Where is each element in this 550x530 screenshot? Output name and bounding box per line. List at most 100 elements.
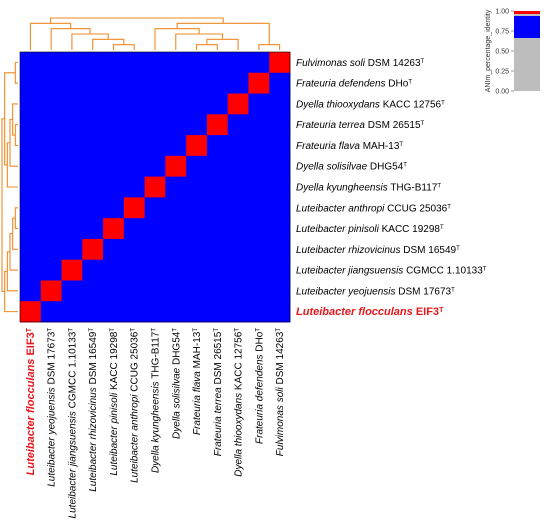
dendrogram-branch bbox=[4, 270, 18, 313]
heatmap-cell bbox=[206, 93, 229, 115]
dendrogram-branch bbox=[14, 61, 18, 84]
legend-title: ANIm_percentage_identity bbox=[485, 9, 492, 92]
heatmap-cell bbox=[123, 135, 146, 157]
heatmap-cell bbox=[103, 176, 125, 198]
heatmap-cell bbox=[269, 259, 291, 281]
heatmap-cell bbox=[103, 280, 125, 302]
legend-tick-label: 0.25 bbox=[495, 69, 509, 76]
heatmap-cell bbox=[227, 197, 249, 219]
column-label: Frateuria terrea DSM 26515T bbox=[213, 328, 224, 457]
heatmap-cell bbox=[123, 93, 146, 115]
heatmap-cell bbox=[20, 280, 42, 302]
heatmap-cell bbox=[123, 72, 146, 94]
heatmap-cell bbox=[269, 135, 291, 157]
row-label: Luteibacter pinisoli KACC 19298T bbox=[296, 224, 444, 235]
heatmap-cell bbox=[186, 197, 208, 219]
heatmap-cell bbox=[61, 197, 83, 219]
dendrogram-branch bbox=[71, 33, 109, 50]
left-dendrogram bbox=[1, 61, 18, 313]
heatmap-cell bbox=[82, 114, 104, 136]
heatmap-cell bbox=[103, 93, 125, 115]
heatmap-cell bbox=[186, 301, 208, 323]
heatmap-cell bbox=[40, 135, 62, 157]
heatmap-cell bbox=[144, 52, 166, 74]
heatmap-cell bbox=[227, 301, 249, 323]
heatmap-cell bbox=[82, 238, 104, 261]
heatmap-cell bbox=[123, 301, 146, 323]
heatmap-cell bbox=[186, 114, 208, 136]
row-label: Frateuria terrea DSM 26515T bbox=[296, 120, 425, 131]
dendrogram-branch bbox=[29, 22, 72, 50]
heatmap-cell bbox=[186, 135, 208, 157]
heatmap-cell bbox=[40, 197, 62, 219]
dendrogram-branch bbox=[154, 28, 200, 50]
row-label: Luteibacter rhizovicinus DSM 16549T bbox=[296, 245, 460, 256]
legend-band-high bbox=[514, 11, 540, 14]
heatmap-cell bbox=[227, 218, 249, 240]
heatmap-cell bbox=[206, 176, 229, 198]
heatmap-cell bbox=[186, 72, 208, 94]
heatmap-cell bbox=[269, 114, 291, 136]
heatmap-cell bbox=[248, 301, 270, 323]
heatmap-cell bbox=[123, 197, 146, 219]
row-label: Luteibacter anthropi CCUG 25036T bbox=[296, 203, 451, 214]
heatmap-cell bbox=[20, 72, 42, 94]
column-label: Fulvimonas soli DSM 14263T bbox=[275, 328, 286, 457]
top-dendrogram bbox=[29, 17, 281, 50]
heatmap-cell bbox=[165, 301, 187, 323]
heatmap-cell bbox=[103, 197, 125, 219]
heatmap-cell bbox=[248, 52, 270, 74]
dendrogram-branch bbox=[92, 38, 125, 50]
heatmap-cell bbox=[20, 52, 42, 74]
heatmap-cell bbox=[248, 176, 270, 198]
heatmap-cell bbox=[227, 52, 249, 74]
heatmap-cell bbox=[206, 197, 229, 219]
heatmap-cell bbox=[144, 259, 166, 281]
heatmap-cell bbox=[144, 218, 166, 240]
row-label: Dyella solisilvae DHG54T bbox=[296, 162, 407, 173]
legend-tick-label: 0.75 bbox=[495, 29, 509, 36]
column-label: Luteibacter pinisoli KACC 19298T bbox=[109, 328, 120, 476]
heatmap-cell bbox=[186, 155, 208, 178]
heatmap-cell bbox=[61, 218, 83, 240]
heatmap-cell bbox=[248, 280, 270, 302]
heatmap-cell bbox=[248, 93, 270, 115]
heatmap-cell bbox=[227, 72, 249, 94]
dendrogram-branch bbox=[9, 233, 18, 271]
heatmap-cell bbox=[269, 238, 291, 261]
heatmap-cell bbox=[248, 259, 270, 281]
heatmap-cell bbox=[206, 135, 229, 157]
row-label: Dyella kyungheensis THG-B117T bbox=[296, 183, 441, 194]
dendrogram-branch bbox=[112, 44, 135, 50]
heatmap-cell bbox=[165, 259, 187, 281]
heatmap-cell bbox=[227, 259, 249, 281]
heatmap-cell bbox=[165, 176, 187, 198]
dendrogram-branch bbox=[50, 28, 91, 50]
heatmap-cell bbox=[103, 155, 125, 178]
heatmap-cell bbox=[144, 280, 166, 302]
row-label: Luteibacter flocculans EIF3T bbox=[296, 306, 444, 318]
heatmap-cell bbox=[61, 52, 83, 74]
heatmap-cell bbox=[20, 259, 42, 281]
heatmap-cell bbox=[227, 176, 249, 198]
dendrogram-branch bbox=[258, 44, 281, 50]
heatmap-cell bbox=[227, 135, 249, 157]
heatmap-cell bbox=[269, 52, 291, 74]
heatmap-cell bbox=[82, 52, 104, 74]
heatmap-cell bbox=[144, 93, 166, 115]
heatmap-cell bbox=[61, 135, 83, 157]
heatmap-cell bbox=[186, 52, 208, 74]
heatmap-cell bbox=[227, 238, 249, 261]
heatmap-cell bbox=[40, 93, 62, 115]
dendrogram-branch bbox=[195, 44, 218, 50]
heatmap-cell bbox=[248, 72, 270, 94]
heatmap-cell bbox=[248, 197, 270, 219]
dendrogram-branch bbox=[12, 217, 18, 250]
heatmap-cell bbox=[144, 114, 166, 136]
heatmap-cell bbox=[186, 238, 208, 261]
row-label: Fulvimonas soli DSM 14263T bbox=[296, 58, 425, 69]
heatmap-cell bbox=[20, 135, 42, 157]
heatmap-cell bbox=[206, 238, 229, 261]
heatmap-cell bbox=[40, 280, 62, 302]
